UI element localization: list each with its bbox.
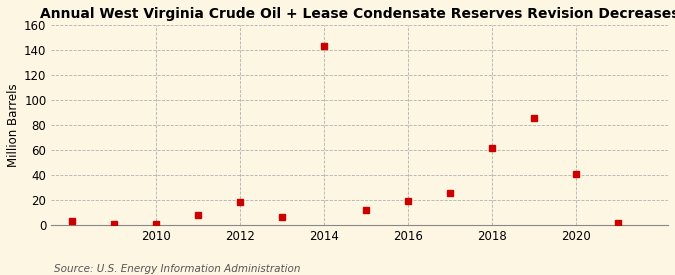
Text: Source: U.S. Energy Information Administration: Source: U.S. Energy Information Administ… [54,264,300,274]
Title: Annual West Virginia Crude Oil + Lease Condensate Reserves Revision Decreases: Annual West Virginia Crude Oil + Lease C… [40,7,675,21]
Y-axis label: Million Barrels: Million Barrels [7,83,20,167]
